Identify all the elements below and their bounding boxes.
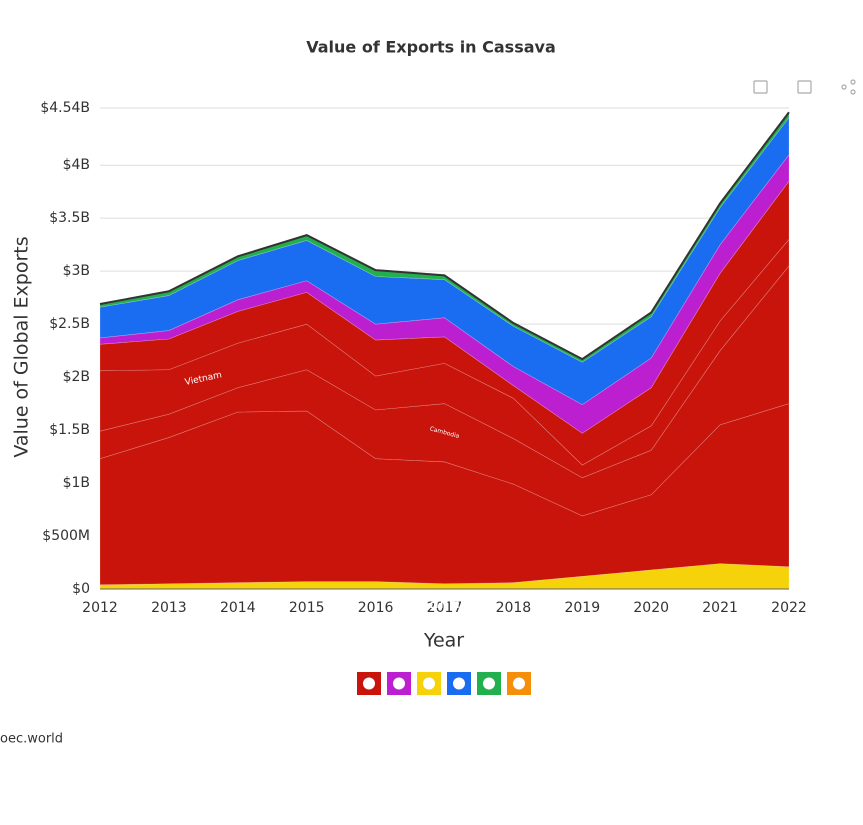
legend-icon xyxy=(423,677,435,690)
area xyxy=(99,116,790,406)
share-button[interactable] xyxy=(841,84,847,90)
y-axis-label: Value of Global Exports xyxy=(11,236,33,457)
source: oec.world xyxy=(0,732,63,747)
area xyxy=(99,403,790,586)
y-tick-label: $4.54B xyxy=(40,100,90,116)
legend-icon xyxy=(363,677,375,690)
x-tick-label: 2022 xyxy=(771,600,807,616)
x-tick-label: 2017 xyxy=(427,600,463,616)
legend-icon xyxy=(483,677,495,690)
x-tick-label: 2012 xyxy=(82,600,118,616)
x-tick-label: 2021 xyxy=(702,600,738,616)
area-label: Thailand xyxy=(405,592,483,613)
x-tick-label: 2020 xyxy=(633,600,669,616)
x-tick-label: 2014 xyxy=(220,600,256,616)
legend-icon xyxy=(513,677,525,690)
image-button[interactable] xyxy=(797,80,812,94)
y-tick-label: $3.5B xyxy=(49,210,90,226)
toolbar xyxy=(753,79,856,95)
y-tick-label: $2.5B xyxy=(49,316,90,332)
x-tick-label: 2015 xyxy=(289,600,325,616)
legend-icon xyxy=(393,677,405,690)
y-tick-label: $500M xyxy=(42,528,90,544)
y-tick-label: $0 xyxy=(72,581,90,597)
legend-icon xyxy=(453,677,465,690)
y-tick-label: $3B xyxy=(63,263,90,279)
share-dot xyxy=(850,79,856,85)
x-tick-label: 2013 xyxy=(151,600,187,616)
y-tick-label: $1B xyxy=(63,475,90,491)
x-tick-label: 2019 xyxy=(564,600,600,616)
plot xyxy=(99,107,790,590)
table-button[interactable] xyxy=(753,80,768,94)
total-outline xyxy=(99,111,790,361)
y-tick-label: $4B xyxy=(63,157,90,173)
y-tick-label: $1.5B xyxy=(49,422,90,438)
share-dot xyxy=(850,89,856,95)
x-axis-label: Year xyxy=(423,630,464,652)
chart-title: Value of Exports in Cassava xyxy=(306,38,556,57)
x-tick-label: 2016 xyxy=(358,600,394,616)
x-tick-label: 2018 xyxy=(496,600,532,616)
y-tick-label: $2B xyxy=(63,369,90,385)
